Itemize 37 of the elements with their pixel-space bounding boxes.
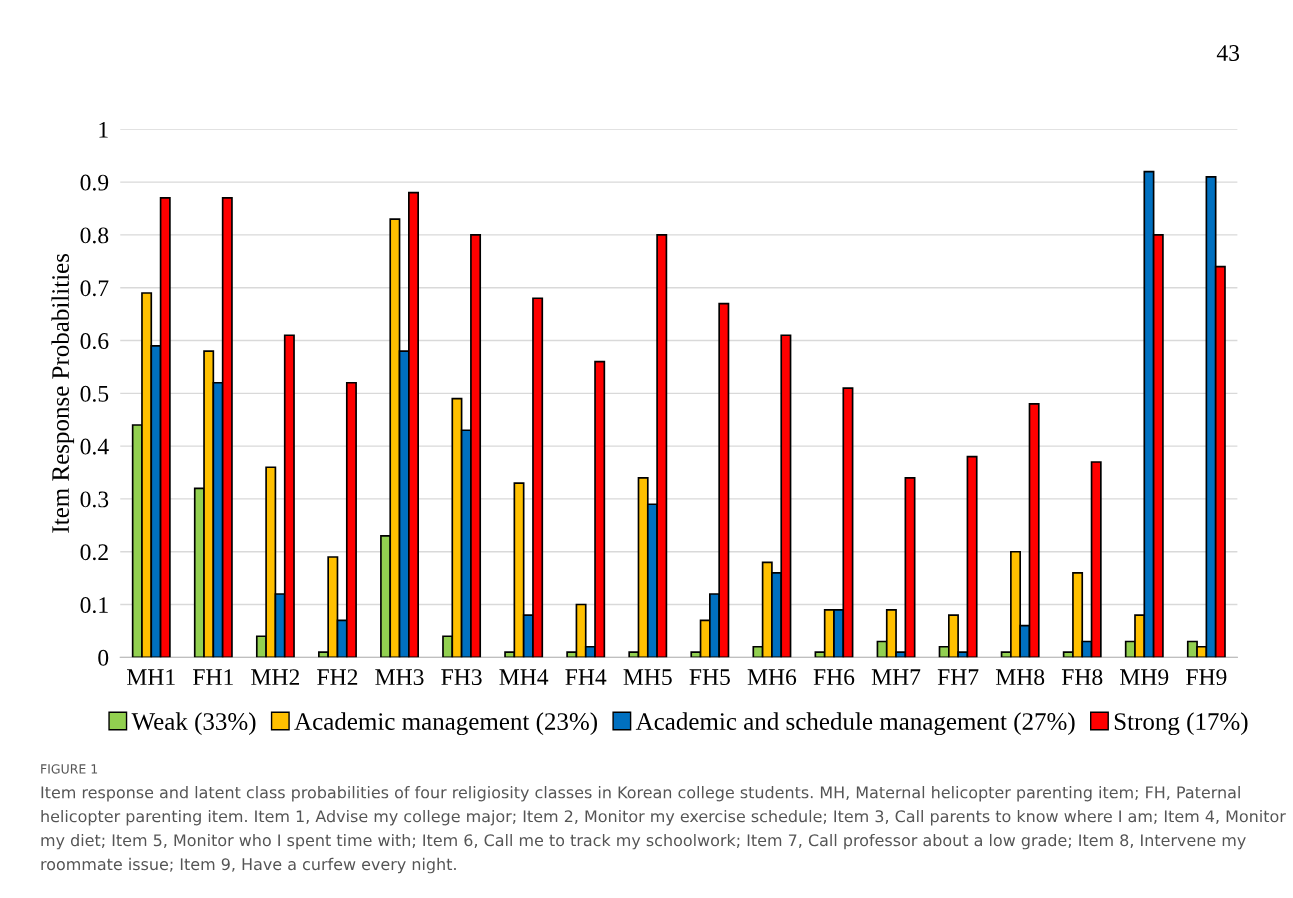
- text: 43: [1216, 45, 1240, 61]
- y-tick-label: 0.5: [80, 385, 109, 402]
- x-tick-label: MH1: [127, 669, 175, 685]
- text: Item response and latent class probabilities of four religiosity classes in Korean college students. MH, Maternal helicopter parenting item; FH, Paternal helicopter parenting item. Item 1, Advise my college major; Item 2, Monitor my exercise schedule; Item 3, Call parents to know where I am; Item 4, Monitor my diet; Item 5, Monitor who I spent time with; Item 6, Call me to track my schoolwork; Item 7, Call professor about a low grade; Item 8, Intervene my roommate issue; Item 9, Have a curfew every night.: [41, 786, 1286, 874]
- y-tick-label: 0.1: [80, 597, 108, 614]
- x-tick-label: MH2: [251, 669, 300, 685]
- x-tick-label: FH4: [565, 669, 607, 685]
- y-tick-label: 0.2: [80, 544, 108, 561]
- caption: FIGURE 1: [41, 764, 98, 774]
- x-tick-label: FH5: [689, 669, 730, 686]
- x-tick-label: MH9: [1120, 669, 1169, 686]
- x-tick-label: MH4: [499, 669, 549, 685]
- legend-label: Academic management (23%): [294, 712, 597, 736]
- x-tick-label: MH3: [375, 669, 424, 686]
- y-tick-label: 0.6: [80, 333, 109, 350]
- x-tick-label: FH2: [317, 669, 358, 685]
- y-tick-label: 0.9: [80, 174, 109, 191]
- x-tick-label: MH5: [623, 669, 672, 686]
- x-tick-label: FH3: [441, 669, 482, 686]
- legend-label: Weak (33%): [131, 712, 256, 736]
- y-tick-label: 0: [98, 649, 109, 666]
- x-tick-label: FH8: [1061, 669, 1103, 686]
- x-tick-label: FH7: [937, 669, 979, 685]
- x-tick-label: MH6: [747, 669, 797, 686]
- y-tick-label: 0.8: [80, 227, 109, 244]
- legend-label: Academic and schedule management (27%): [635, 712, 1075, 736]
- y-axis-title: Item Response Probabilities: [51, 253, 75, 533]
- y-tick-label: 0.7: [80, 280, 109, 297]
- x-tick-label: FH1: [193, 669, 233, 685]
- x-tick-label: MH8: [995, 669, 1045, 686]
- y-tick-label: 0.3: [80, 491, 109, 508]
- y-tick-label: 1: [99, 121, 108, 138]
- x-tick-label: FH9: [1186, 669, 1227, 686]
- legend-label: Strong (17%): [1114, 712, 1248, 736]
- x-tick-label: MH7: [871, 669, 921, 685]
- y-tick-label: 0.4: [80, 438, 109, 455]
- x-tick-label: FH6: [813, 669, 855, 686]
